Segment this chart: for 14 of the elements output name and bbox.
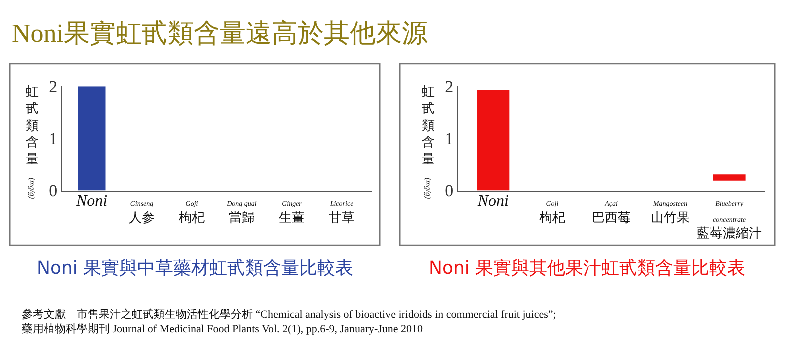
y-axis-title: 虹甙類含量 (mg/g) — [422, 85, 435, 200]
y-tick-label: 1 — [445, 130, 454, 149]
y-tick-label: 1 — [49, 130, 58, 149]
text: Noni果實虹甙類含量遠高於其他來源 — [12, 19, 428, 48]
y-axis-title: 虹甙類含量 (mg/g) — [26, 85, 39, 200]
x-tick-label: Noni — [476, 193, 509, 210]
y-tick-label: 2 — [49, 78, 58, 97]
x-tick-label: Noni — [75, 193, 108, 210]
text: Noni 果實與其他果汁虹甙類含量比較表 — [429, 258, 746, 279]
text: Noni 果實與中草藥材虹甙類含量比較表 — [37, 258, 354, 279]
y-tick-label: 0 — [445, 182, 454, 201]
y-tick-label: 0 — [49, 182, 58, 201]
y-tick-label: 2 — [445, 78, 454, 97]
text: 參考文獻 市售果汁之虹甙類生物活性化學分析 “Chemical analysis of bioactive iridoids in commercial fruit juices”; 藥用植物科學期刊 Journal of Medicinal Food Plants Vol. 2(1), pp.6-9, January-June 2010 — [22, 308, 556, 336]
